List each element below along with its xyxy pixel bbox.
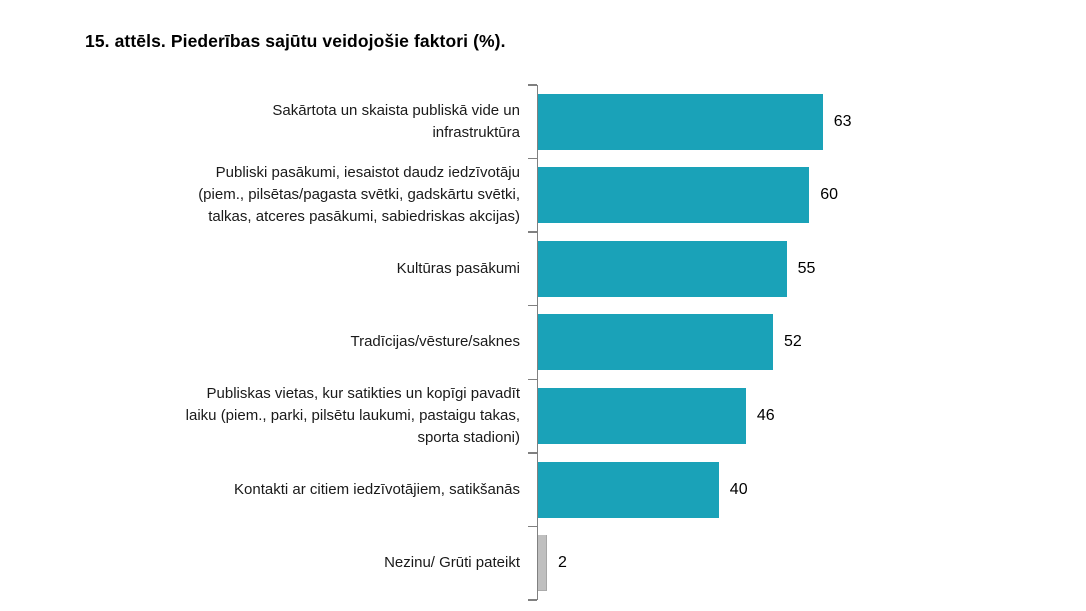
category-label: Kultūras pasākumi [396,259,520,277]
axis-tick [527,525,537,528]
chart-row: Publiskas vietas, kur satikties un kopīg… [85,378,1045,453]
plot-area: 63 [527,84,1045,159]
axis-tick [527,84,537,86]
value-label: 40 [729,480,748,498]
category-label: Nezinu/ Grūti pateikt [384,554,520,572]
axis-tick [527,231,537,233]
value-label: 60 [820,186,838,204]
value-label: 55 [797,259,816,277]
value-label: 63 [833,112,852,130]
chart-title: 15. attēls. Piederības sajūtu veidojošie… [85,31,506,51]
chart-row: Tradīcijas/vēsture/saknes 52 [85,304,1045,380]
plot-area: 2 [527,525,1045,601]
chart-row: Publiski pasākumi, iesaistot daudz iedzī… [85,157,1045,233]
axis-tick [527,157,537,160]
bar [538,93,823,150]
axis-tick [527,304,537,307]
category-label: Publiskas vietas, kur satikties un kopīg… [185,385,520,447]
plot-area: 40 [527,452,1045,527]
bar [538,314,774,371]
plot-area: 55 [527,231,1045,306]
bar [538,167,810,224]
value-label: 2 [558,554,567,572]
category-label: Publiski pasākumi, iesaistot daudz iedzī… [198,164,520,226]
chart-row: Kultūras pasākumi 55 [85,231,1045,306]
value-label: 46 [756,407,775,425]
bar [538,240,787,297]
value-label: 52 [784,333,802,351]
category-label: Kontakti ar citiem iedzīvotājiem, satikš… [234,480,520,498]
axis-tick [527,452,537,454]
bar [538,461,719,518]
bar-chart: Sakārtota un skaista publiskā vide un in… [85,84,1045,601]
plot-area: 46 [527,378,1045,453]
bar [538,388,746,445]
chart-row: Sakārtota un skaista publiskā vide un in… [85,84,1045,159]
category-label: Sakārtota un skaista publiskā vide un in… [272,101,520,141]
axis-tick [527,599,537,601]
bar [538,535,548,592]
plot-area: 60 [527,157,1045,233]
category-label: Tradīcijas/vēsture/saknes [350,333,520,351]
axis-tick [527,378,537,380]
chart-row: Kontakti ar citiem iedzīvotājiem, satikš… [85,452,1045,527]
chart-row: Nezinu/ Grūti pateikt 2 [85,525,1045,601]
plot-area: 52 [527,304,1045,380]
